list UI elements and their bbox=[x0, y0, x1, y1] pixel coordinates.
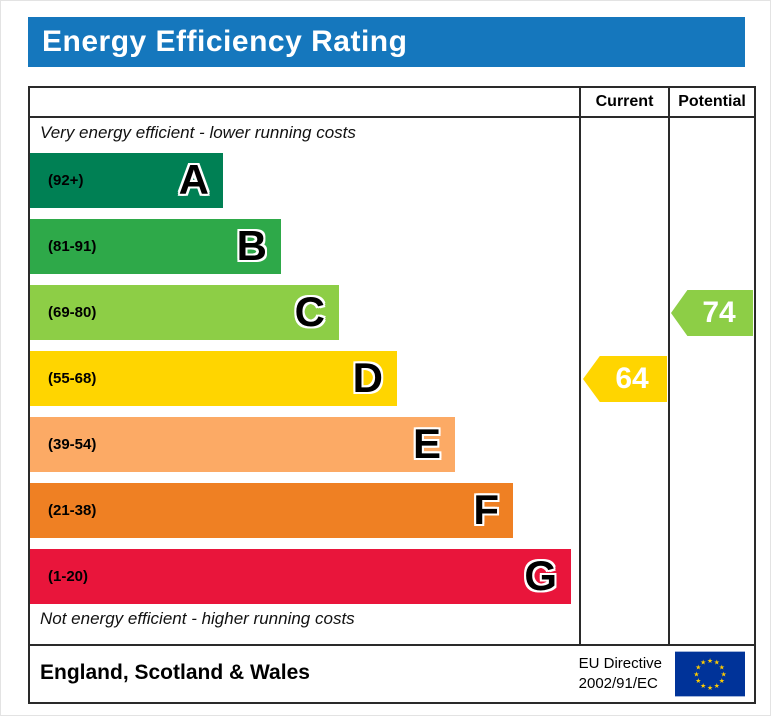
eu-directive-line2: 2002/91/EC bbox=[578, 675, 658, 692]
column-header-potential: Potential bbox=[678, 93, 746, 110]
caption-top: Very energy efficient - lower running co… bbox=[40, 123, 356, 142]
eu-directive-line1: EU Directive bbox=[578, 655, 662, 672]
band-e: (39-54) E bbox=[30, 417, 455, 472]
svg-text:★: ★ bbox=[695, 677, 701, 685]
band-f-range: (21-38) bbox=[48, 502, 97, 519]
title-bar: Energy Efficiency Rating bbox=[28, 17, 745, 67]
region-label: England, Scotland & Wales bbox=[40, 661, 310, 684]
band-a-letter: A bbox=[178, 156, 209, 203]
band-d: (55-68) D bbox=[30, 351, 397, 406]
band-g-range: (1-20) bbox=[48, 568, 89, 585]
band-b-letter: B bbox=[236, 222, 267, 269]
svg-text:★: ★ bbox=[714, 659, 720, 667]
band-e-letter: E bbox=[412, 420, 441, 467]
svg-text:★: ★ bbox=[707, 657, 713, 665]
current-rating-value: 64 bbox=[615, 362, 649, 395]
band-c-letter: C bbox=[294, 288, 325, 335]
svg-text:★: ★ bbox=[695, 664, 701, 672]
page-title: Energy Efficiency Rating bbox=[42, 25, 408, 58]
column-divider-potential bbox=[668, 88, 670, 644]
column-divider-current bbox=[579, 88, 581, 644]
band-f-letter: F bbox=[473, 486, 499, 533]
band-a: (92+) A bbox=[30, 153, 223, 208]
footer-bar: England, Scotland & Wales EU Directive 2… bbox=[28, 646, 756, 704]
band-f: (21-38) F bbox=[30, 483, 513, 538]
svg-text:★: ★ bbox=[719, 677, 725, 685]
potential-rating-arrow: 74 bbox=[671, 290, 753, 336]
svg-text:★: ★ bbox=[700, 659, 706, 667]
column-header-current: Current bbox=[595, 93, 654, 110]
band-e-range: (39-54) bbox=[48, 436, 97, 453]
band-g: (1-20) G bbox=[30, 549, 571, 604]
band-d-letter: D bbox=[352, 354, 383, 401]
caption-bottom: Not energy efficient - higher running co… bbox=[40, 609, 355, 628]
band-d-range: (55-68) bbox=[48, 370, 97, 387]
band-g-letter: G bbox=[524, 552, 557, 599]
current-rating-arrow: 64 bbox=[583, 356, 667, 402]
svg-text:★: ★ bbox=[700, 682, 706, 690]
svg-text:★: ★ bbox=[719, 664, 725, 672]
svg-text:★: ★ bbox=[707, 684, 713, 692]
svg-text:★: ★ bbox=[721, 670, 727, 678]
rating-table: Current Potential Very energy efficient … bbox=[28, 86, 756, 646]
svg-text:★: ★ bbox=[693, 670, 699, 678]
header-divider bbox=[30, 116, 754, 118]
band-c: (69-80) C bbox=[30, 285, 339, 340]
band-c-range: (69-80) bbox=[48, 304, 97, 321]
svg-text:★: ★ bbox=[714, 682, 720, 690]
eu-directive-label: EU Directive 2002/91/EC bbox=[579, 654, 662, 694]
band-b: (81-91) B bbox=[30, 219, 281, 274]
eu-flag-icon: ★ ★ ★ ★ ★ ★ ★ ★ ★ ★ ★ ★ bbox=[675, 651, 745, 697]
band-b-range: (81-91) bbox=[48, 238, 97, 255]
potential-rating-value: 74 bbox=[702, 296, 736, 329]
band-a-range: (92+) bbox=[48, 172, 84, 189]
